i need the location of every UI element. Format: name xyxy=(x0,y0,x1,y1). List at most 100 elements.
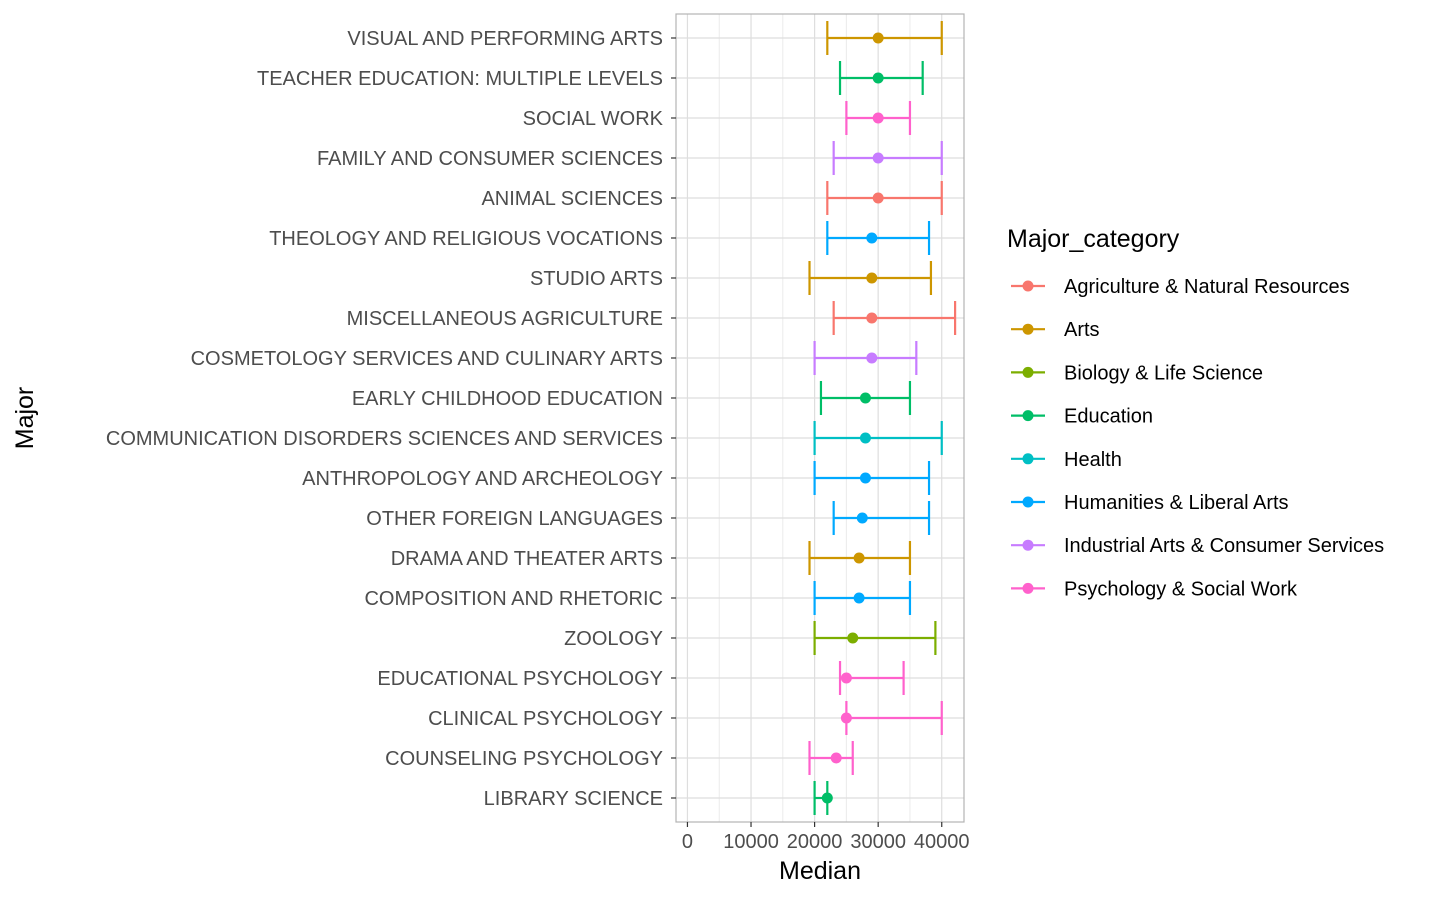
legend-key-point xyxy=(1022,496,1034,508)
median-point xyxy=(872,32,884,44)
median-point xyxy=(866,352,878,364)
errorbar-mark xyxy=(840,701,943,735)
legend-label: Arts xyxy=(1064,319,1100,341)
median-point xyxy=(856,512,868,524)
y-tick-label: TEACHER EDUCATION: MULTIPLE LEVELS xyxy=(257,68,663,90)
median-point xyxy=(866,272,878,284)
y-tick-label: EARLY CHILDHOOD EDUCATION xyxy=(352,388,663,410)
errorbar-mark xyxy=(808,541,912,575)
errorbar-mark xyxy=(813,341,918,375)
legend-item: Education xyxy=(1011,406,1153,428)
median-point xyxy=(866,312,878,324)
median-point xyxy=(840,712,852,724)
errorbar-mark xyxy=(838,61,924,95)
legend-item: Industrial Arts & Consumer Services xyxy=(1011,535,1384,557)
errorbar-mark xyxy=(832,301,957,335)
y-tick-label: OTHER FOREIGN LANGUAGES xyxy=(366,508,663,530)
median-point xyxy=(872,152,884,164)
legend-key-point xyxy=(1022,410,1034,422)
legend-label: Education xyxy=(1064,406,1153,428)
legend-item: Humanities & Liberal Arts xyxy=(1011,492,1289,514)
legend-key-point xyxy=(1022,323,1034,335)
y-tick-label: COMMUNICATION DISORDERS SCIENCES AND SER… xyxy=(106,428,663,450)
legend-item: Biology & Life Science xyxy=(1011,362,1263,384)
y-axis-title: Major xyxy=(11,387,39,450)
legend-label: Biology & Life Science xyxy=(1064,362,1263,384)
errorbar-mark xyxy=(813,621,937,655)
y-tick-label: SOCIAL WORK xyxy=(523,108,664,130)
errorbar-mark xyxy=(813,421,943,455)
median-point xyxy=(859,472,871,484)
x-axis: 0 10000 20000 30000 40000 xyxy=(682,822,970,853)
minor-gridlines xyxy=(718,14,911,822)
median-point xyxy=(866,232,878,244)
y-tick-label: EDUCATIONAL PSYCHOLOGY xyxy=(377,668,663,690)
legend-label: Psychology & Social Work xyxy=(1064,578,1298,600)
errorbar-mark xyxy=(808,741,854,775)
legend-key-point xyxy=(1022,366,1034,378)
legend-label: Humanities & Liberal Arts xyxy=(1064,492,1289,514)
errorbar-mark xyxy=(826,221,931,255)
median-point xyxy=(840,672,852,684)
y-tick-label: COMPOSITION AND RHETORIC xyxy=(364,588,663,610)
x-tick-label: 40000 xyxy=(914,831,970,853)
y-tick-label: COUNSELING PSYCHOLOGY xyxy=(385,748,663,770)
legend-key-point xyxy=(1022,280,1034,292)
legend-item: Agriculture & Natural Resources xyxy=(1011,276,1350,298)
y-axis: VISUAL AND PERFORMING ARTS TEACHER EDUCAT… xyxy=(106,28,676,810)
legend-label: Health xyxy=(1064,449,1122,471)
x-tick-label: 20000 xyxy=(787,831,843,853)
y-tick-label: ZOOLOGY xyxy=(564,628,663,650)
legend-key-point xyxy=(1022,539,1034,551)
median-point xyxy=(821,792,833,804)
legend-title: Major_category xyxy=(1007,225,1180,253)
errorbar-mark xyxy=(838,661,905,695)
errorbar-mark xyxy=(808,261,933,295)
legend-item: Arts xyxy=(1011,319,1100,341)
median-point xyxy=(859,392,871,404)
x-tick-label: 0 xyxy=(682,831,693,853)
legend-key-point xyxy=(1022,453,1034,465)
y-tick-label: VISUAL AND PERFORMING ARTS xyxy=(347,28,663,50)
error-bar-series xyxy=(808,21,957,815)
median-point xyxy=(872,112,884,124)
median-point xyxy=(859,432,871,444)
x-tick-label: 30000 xyxy=(850,831,906,853)
y-tick-label: MISCELLANEOUS AGRICULTURE xyxy=(347,308,663,330)
x-axis-title: Median xyxy=(779,857,861,885)
y-tick-label: THEOLOGY AND RELIGIOUS VOCATIONS xyxy=(269,228,663,250)
errorbar-mark xyxy=(813,781,833,815)
legend-item: Psychology & Social Work xyxy=(1011,578,1298,600)
y-tick-label: ANIMAL SCIENCES xyxy=(481,188,663,210)
errorbar-mark xyxy=(819,381,912,415)
legend-item: Health xyxy=(1011,449,1122,471)
legend-label: Agriculture & Natural Resources xyxy=(1064,276,1350,298)
errorbar-mark xyxy=(813,581,912,615)
median-point xyxy=(872,192,884,204)
y-tick-label: COSMETOLOGY SERVICES AND CULINARY ARTS xyxy=(191,348,663,370)
median-point xyxy=(853,592,865,604)
x-tick-label: 10000 xyxy=(723,831,779,853)
y-tick-label: DRAMA AND THEATER ARTS xyxy=(391,548,663,570)
legend: Major_category Agriculture & Natural Res… xyxy=(1007,225,1384,600)
median-point xyxy=(872,72,884,84)
y-tick-label: FAMILY AND CONSUMER SCIENCES xyxy=(317,148,663,170)
errorbar-mark xyxy=(832,141,943,175)
y-tick-label: CLINICAL PSYCHOLOGY xyxy=(428,708,663,730)
median-point xyxy=(853,552,865,564)
median-point xyxy=(830,752,842,764)
errorbar-mark xyxy=(832,501,931,535)
y-tick-label: LIBRARY SCIENCE xyxy=(484,788,663,810)
legend-key-point xyxy=(1022,582,1034,594)
errorbar-mark xyxy=(813,461,931,495)
legend-label: Industrial Arts & Consumer Services xyxy=(1064,535,1384,557)
errorbar-mark xyxy=(826,181,943,215)
y-tick-label: STUDIO ARTS xyxy=(530,268,663,290)
errorbar-mark xyxy=(845,101,912,135)
y-tick-label: ANTHROPOLOGY AND ARCHEOLOGY xyxy=(302,468,663,490)
errorbar-mark xyxy=(826,21,943,55)
plot-panel-border xyxy=(675,13,965,823)
median-point xyxy=(847,632,859,644)
